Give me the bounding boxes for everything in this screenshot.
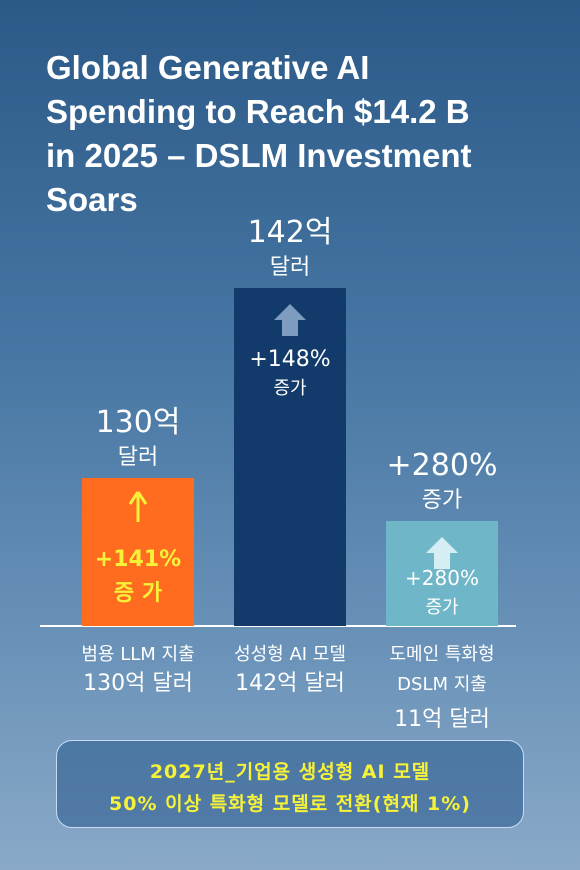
bar-1-growth-unit: 증 가	[114, 581, 162, 606]
category-1-line-1: 범용 LLM 지출	[81, 644, 194, 665]
up-arrow-icon	[274, 304, 306, 336]
chart-title: Global Generative AI Spending to Reach $…	[46, 49, 472, 218]
category-2-line-2: 142억 달러	[235, 671, 345, 696]
category-3-line-2: DSLM 지출	[397, 674, 487, 695]
bar-3-growth-unit: 증가	[425, 597, 458, 618]
callout-line-1: 2027년_기업용 생성형 AI 모델	[149, 761, 431, 783]
bar-3-value-label: +280%	[387, 448, 498, 483]
up-arrow-icon	[128, 491, 148, 522]
bar-2-growth-unit: 증가	[273, 378, 306, 399]
category-1-line-2: 130억 달러	[83, 671, 193, 696]
category-3-line-1: 도메인 특화형	[389, 644, 494, 665]
callout-box: 2027년_기업용 생성형 AI 모델 50% 이상 특화형 모델로 전환(현재…	[56, 740, 524, 828]
callout-line-2: 50% 이상 특화형 모델로 전환(현재 1%)	[109, 793, 471, 815]
category-3-line-3: 11억 달러	[394, 707, 490, 732]
bar-2-value-unit: 달러	[270, 255, 310, 280]
category-2-line-1: 성성형 AI 모델	[234, 644, 346, 665]
bar-2-growth-label: +148%	[249, 347, 330, 372]
bar-1-value-unit: 달러	[118, 445, 158, 470]
bar-3-value-unit: 증가	[422, 488, 462, 513]
bar-1-growth-label: +141%	[95, 547, 181, 572]
bar-2	[234, 288, 346, 626]
bar-1-value-label: 130억	[96, 405, 181, 440]
up-arrow-icon	[426, 537, 458, 569]
bar-3-growth-label: +280%	[405, 566, 479, 590]
bar-2-value-label: 142억	[248, 215, 333, 250]
